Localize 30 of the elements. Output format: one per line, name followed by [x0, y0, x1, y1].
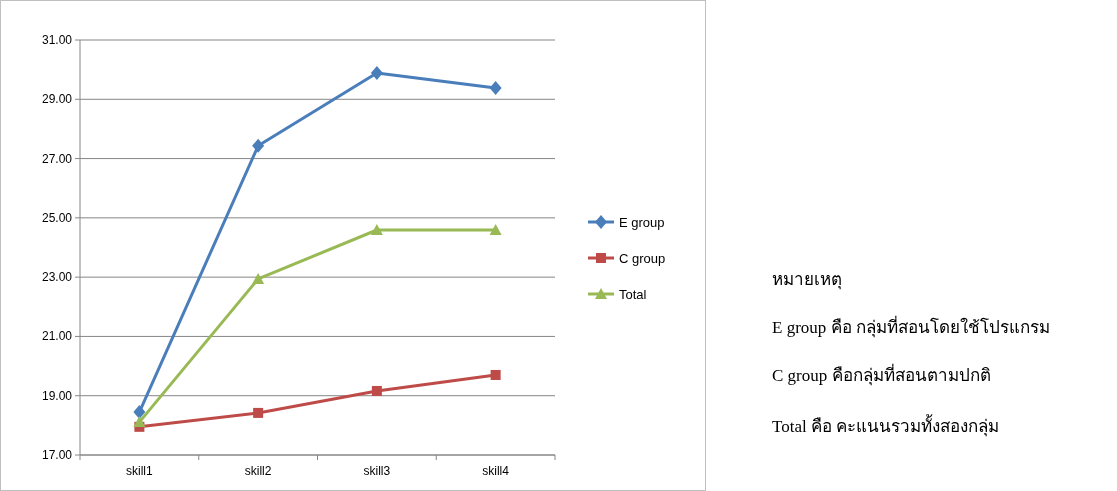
point — [252, 272, 265, 284]
point — [489, 224, 502, 236]
x-tick-label: skill3 — [363, 464, 391, 478]
point — [370, 224, 383, 236]
point — [370, 65, 383, 80]
point — [252, 138, 265, 153]
y-tick-label: 23.00 — [41, 270, 73, 285]
y-tick-label: 29.00 — [41, 92, 73, 107]
text: Total คือ คะแนนรวมทั้งสองกลุ่ม — [772, 414, 1000, 437]
legend-label: Total — [619, 287, 647, 302]
y-tick-label: 31.00 — [41, 33, 73, 47]
x-tick-label: skill2 — [244, 464, 272, 478]
text: E group คือ กลุ่มที่สอนโดยใช้โปรแกรม — [772, 315, 1050, 338]
text: C group คือกลุ่มที่สอนตามปกติ — [772, 363, 991, 386]
y-tick-label: 21.00 — [41, 329, 73, 344]
text: หมายเหตุ — [772, 270, 842, 290]
point — [371, 385, 382, 396]
y-tick-label: 25.00 — [41, 210, 73, 225]
legend-label: E group — [619, 215, 665, 230]
y-tick-label: 19.00 — [41, 388, 73, 403]
y-tick-label: 17.00 — [41, 448, 73, 462]
legend-label: C group — [619, 251, 666, 266]
point — [490, 369, 501, 380]
point — [133, 405, 146, 420]
x-tick-label: skill1 — [126, 464, 154, 478]
point — [133, 416, 146, 428]
x-tick-label: skill4 — [482, 464, 510, 478]
point — [253, 407, 264, 418]
point — [489, 81, 502, 96]
y-tick-label: 27.00 — [41, 151, 73, 166]
